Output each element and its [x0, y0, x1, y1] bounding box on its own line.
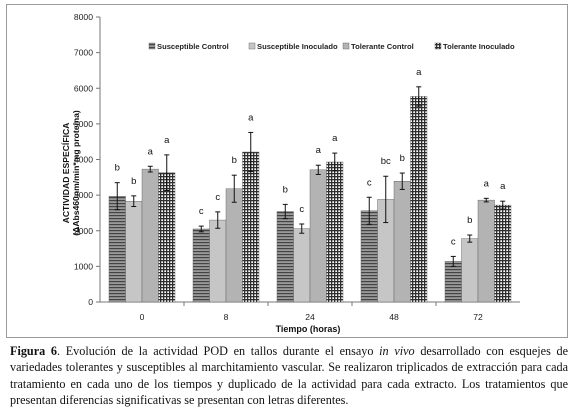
significance-letter: b — [283, 184, 288, 195]
legend-swatch — [434, 42, 442, 50]
caption-text-2: desarrollado con esquejes de variedades … — [10, 344, 568, 407]
significance-letter: c — [451, 236, 456, 247]
x-tick-label: 8 — [224, 312, 229, 322]
y-tick-label: 7000 — [74, 48, 93, 58]
caption-italic: in vivo — [379, 344, 415, 358]
significance-letter: c — [199, 206, 204, 217]
significance-letter: c — [215, 192, 220, 203]
x-axis-label: Tiempo (horas) — [276, 324, 341, 334]
significance-letter: b — [467, 215, 472, 226]
significance-letter: a — [500, 181, 506, 192]
bar — [410, 96, 428, 303]
bar — [125, 200, 143, 303]
bar — [326, 161, 344, 303]
x-tick-label: 24 — [305, 312, 315, 322]
chart-frame: 0 1000 2000 3000 4000 5000 6000 7000 8000 0 8 24 48 7… — [6, 4, 568, 338]
significance-letter: c — [367, 177, 372, 188]
y-axis-label-line2: (ΔAbs460nm/min*mg proteína) — [71, 110, 81, 236]
y-tick-label: 0 — [88, 297, 93, 307]
bar — [477, 199, 495, 303]
y-tick-label: 1000 — [74, 261, 93, 271]
bar — [276, 211, 294, 303]
bar — [192, 228, 210, 303]
legend-label: Tolerante Control — [351, 42, 414, 51]
bar — [393, 181, 411, 303]
significance-letter: b — [115, 163, 120, 174]
x-tick-label: 72 — [473, 312, 483, 322]
figure-caption: Figura 6. Evolución de la actividad POD … — [10, 343, 568, 408]
significance-letter: a — [332, 133, 338, 144]
significance-letter: a — [484, 178, 490, 189]
caption-figure-label: Figura 6 — [10, 344, 57, 358]
x-tick-label: 48 — [389, 312, 399, 322]
legend-label: Tolerante Inoculado — [443, 42, 515, 51]
legend-label: Susceptible Control — [157, 42, 229, 51]
bar — [494, 204, 512, 303]
bar — [461, 238, 479, 303]
significance-letter: c — [299, 204, 304, 215]
significance-letter: a — [248, 112, 254, 123]
bar — [293, 228, 311, 303]
bar — [141, 168, 159, 303]
legend-swatch — [248, 42, 256, 50]
y-tick-label: 6000 — [74, 83, 93, 93]
bar — [209, 219, 227, 303]
significance-letter: a — [164, 135, 170, 146]
y-tick-label: 5000 — [74, 119, 93, 129]
bar — [108, 195, 126, 303]
y-axis-label-line1: ACTIVIDAD ESPECÍFICA — [61, 123, 71, 224]
bar-chart: 0 1000 2000 3000 4000 5000 6000 7000 8000 0 8 24 48 7… — [61, 12, 520, 334]
legend-label: Susceptible Inoculado — [257, 42, 338, 51]
significance-letter: a — [316, 145, 322, 156]
bar — [444, 261, 462, 303]
significance-letter: b — [131, 176, 136, 187]
y-tick-label: 3000 — [74, 190, 93, 200]
y-tick-label: 4000 — [74, 155, 93, 165]
significance-letter: a — [148, 146, 154, 157]
significance-letter: b — [400, 153, 405, 164]
y-tick-label: 8000 — [74, 12, 93, 22]
bar — [158, 172, 176, 303]
caption-text-1: . Evolución de la actividad POD en tallo… — [57, 344, 380, 358]
significance-letter: b — [232, 155, 237, 166]
legend-swatch — [148, 42, 156, 50]
bar — [309, 169, 327, 303]
y-tick-label: 2000 — [74, 226, 93, 236]
significance-letter: bc — [381, 156, 391, 167]
x-tick-label: 0 — [140, 312, 145, 322]
bar — [242, 151, 260, 303]
significance-letter: a — [416, 67, 422, 78]
bar — [225, 188, 243, 303]
legend-swatch — [342, 42, 350, 50]
